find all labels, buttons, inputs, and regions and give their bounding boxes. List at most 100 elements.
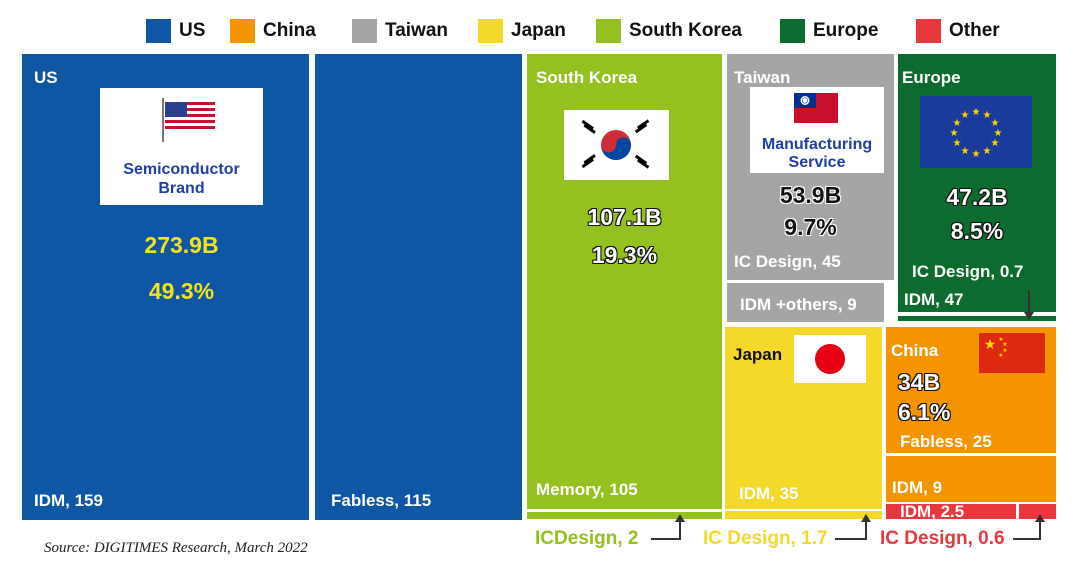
svg-text:★: ★ [961, 146, 970, 157]
segment-label-other-icdesign: IC Design, 0.6 [880, 528, 1005, 549]
legend-item-us: US [146, 18, 205, 44]
segment-label-tw-idm: IDM +others, 9 [740, 295, 857, 314]
legend-label-taiwan: Taiwan [385, 20, 448, 41]
legend-swatch-taiwan [352, 19, 377, 43]
tw-badge-line2: Service [788, 154, 846, 171]
segment-label-tw-icdesign: IC Design, 45 [734, 252, 841, 271]
region-label-kr: South Korea [536, 68, 638, 87]
svg-text:★: ★ [953, 118, 962, 129]
tile-cn-idm: IDM, 9 [886, 456, 1056, 502]
svg-text:★: ★ [1002, 341, 1007, 348]
eu-total: 47.2B [946, 184, 1008, 210]
arrow-other-icdesign [1013, 520, 1041, 540]
tw-total: 53.9B [779, 182, 842, 208]
legend-item-japan: Japan [478, 18, 566, 44]
legend-item-china: China [230, 18, 316, 44]
cn-total: 34B [898, 369, 941, 395]
tile-kr-icdesign [527, 512, 722, 519]
tile-other-idm: IDM, 2.5 [886, 504, 1016, 519]
segment-label-other-idm: IDM, 2.5 [900, 504, 965, 519]
segment-label-us-fabless: Fabless, 115 [331, 491, 432, 510]
eu-flag-icon: ★ ★★★ ★★★★ ★★★★ [920, 96, 1032, 168]
segment-label-cn-fabless: Fabless, 25 [900, 432, 992, 451]
legend-swatch-china [230, 19, 255, 43]
svg-text:★: ★ [961, 110, 970, 121]
cn-share: 6.1% [898, 399, 951, 425]
tile-cn-fabless: China ★ ★ ★ ★ ★ 34B 6.1% Fabless, 25 [886, 327, 1056, 453]
tile-jp-icdesign [725, 511, 882, 519]
tile-tw-idm: IDM +others, 9 [727, 283, 884, 322]
eu-share: 8.5% [950, 218, 1004, 244]
kr-badge [564, 110, 669, 180]
us-badge-line1: Semiconductor [123, 161, 240, 178]
china-flag-icon: ★ ★ ★ ★ ★ [979, 333, 1045, 373]
legend-swatch-south-korea [596, 19, 621, 43]
segment-label-kr-icdesign: ICDesign, 2 [535, 528, 639, 549]
segment-label-jp-idm: IDM, 35 [739, 484, 799, 503]
region-label-jp: Japan [733, 345, 783, 364]
taiwan-flag-icon [794, 93, 838, 123]
region-label-eu: Europe [902, 68, 961, 87]
tile-us-fabless: Fabless, 115 [315, 54, 522, 520]
legend-label-us: US [179, 20, 206, 41]
legend-label-japan: Japan [511, 20, 566, 41]
segment-label-kr-memory: Memory, 105 [536, 480, 638, 499]
legend-swatch-europe [780, 19, 805, 43]
legend-item-other: Other [916, 18, 1000, 44]
us-badge: Semiconductor Brand [100, 88, 263, 205]
segment-label-us-idm: IDM, 159 [34, 491, 103, 510]
kr-share: 19.3% [591, 242, 658, 268]
legend: US China Taiwan Japan South Korea Europe… [0, 14, 1080, 46]
kr-total: 107.1B [587, 204, 662, 230]
segment-label-eu-idm: IDM, 47 [904, 290, 964, 309]
arrow-kr-icdesign [651, 520, 681, 540]
svg-text:★: ★ [984, 337, 997, 353]
tile-jp-idm: Japan IDM, 35 [725, 327, 882, 509]
svg-text:★: ★ [983, 110, 992, 121]
us-badge-line2: Brand [158, 180, 205, 197]
tile-eu-idm: Europe ★ ★ ★ ★ ★ ★ ★ ★ ★ ★ ★ ★ 47.2B 8.5% IC Desi… [898, 54, 1056, 312]
svg-text:★: ★ [950, 128, 959, 139]
legend-swatch-us [146, 19, 171, 43]
region-label-us: US [34, 68, 58, 87]
svg-text:★: ★ [972, 149, 981, 160]
svg-text:★: ★ [953, 138, 962, 149]
svg-text:★: ★ [991, 138, 1000, 149]
us-flag-icon [162, 98, 215, 142]
tw-badge-line1: Manufacturing [761, 136, 873, 153]
segment-label-eu-icdesign: IC Design, 0.7 [912, 262, 1024, 281]
svg-text:★: ★ [998, 352, 1003, 359]
legend-item-south-korea: South Korea [596, 18, 742, 44]
region-label-tw: Taiwan [734, 68, 791, 87]
us-share: 49.3% [148, 278, 215, 304]
tile-kr-memory: South Korea 107.1B 19.3% Memory, 105 [527, 54, 722, 509]
svg-text:★: ★ [994, 128, 1003, 139]
svg-text:★: ★ [1002, 347, 1007, 354]
tw-share: 9.7% [784, 214, 837, 240]
legend-label-china: China [263, 20, 316, 41]
tile-eu-icdesign [898, 316, 1056, 321]
japan-flag-icon [794, 335, 866, 383]
south-korea-flag-icon [571, 117, 661, 173]
segment-label-cn-idm: IDM, 9 [892, 478, 943, 497]
legend-swatch-other [916, 19, 941, 43]
legend-item-europe: Europe [780, 18, 878, 44]
svg-text:★: ★ [983, 146, 992, 157]
svg-text:★: ★ [998, 336, 1003, 343]
source-note: Source: DIGITIMES Research, March 2022 [44, 540, 308, 556]
tile-us-idm: US Semiconductor Brand 273.9B 49.3% IDM,… [22, 54, 309, 520]
us-total: 273.9B [144, 232, 219, 258]
legend-label-south-korea: South Korea [629, 20, 742, 41]
svg-text:★: ★ [991, 118, 1000, 129]
region-label-cn: China [891, 341, 939, 360]
tile-other-icdesign [1019, 504, 1056, 519]
arrow-jp-icdesign [835, 520, 867, 540]
legend-label-other: Other [949, 20, 1000, 41]
tw-badge: Manufacturing Service [750, 87, 884, 173]
segment-label-jp-icdesign: IC Design, 1.7 [703, 528, 828, 549]
tile-tw-icdesign: Taiwan Manufacturing Service 53.9B 9.7% … [727, 54, 894, 280]
svg-text:★: ★ [972, 107, 981, 118]
legend-item-taiwan: Taiwan [352, 18, 448, 44]
legend-swatch-japan [478, 19, 503, 43]
